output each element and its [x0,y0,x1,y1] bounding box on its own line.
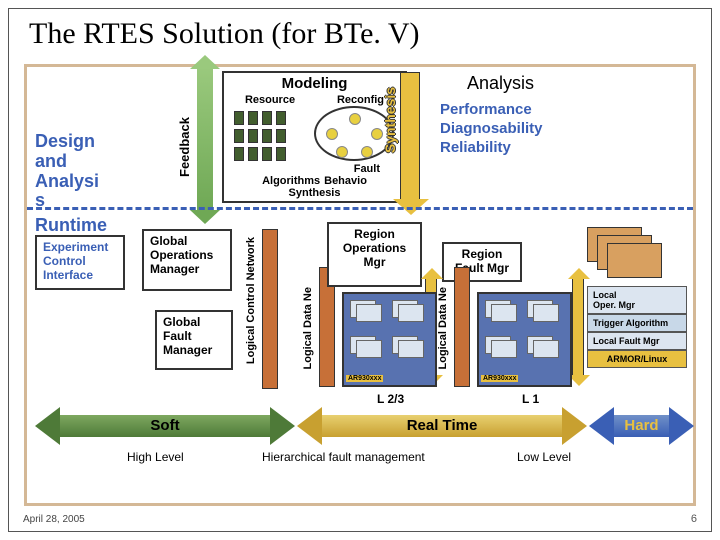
local-oper-mgr: Local Oper. Mgr [587,286,687,314]
behavior-label: Behavio [324,175,367,187]
analysis-title: Analysis [467,73,534,94]
reconfig-label: Reconfig [337,94,384,106]
analysis-items: Performance Diagnosability Reliability [440,101,543,157]
modeling-box: Modeling Resource Reconfig Fault Algorit… [222,71,407,203]
realtime-arrow: Real Time [297,407,587,445]
hierarchical-label: Hierarchical fault management [262,450,425,464]
modeling-title: Modeling [224,73,405,94]
hard-arrow: Hard [589,407,694,445]
divider-dashed [27,207,693,210]
low-level-label: Low Level [517,450,571,464]
armor-linux: ARMOR/Linux [587,350,687,368]
soft-arrow: Soft [35,407,295,445]
global-operations-manager-box: Global Operations Manager [142,229,232,291]
ldn-label-2: Logical Data Ne [437,287,449,370]
ldn-label-1: Logical Data Ne [302,287,314,370]
fault-label: Fault [229,163,400,175]
resource-label: Resource [245,94,295,106]
feedback-arrow [197,67,213,212]
feedback-label: Feedback [177,117,192,177]
ldn-bar-2 [454,267,470,387]
lcn-bar [262,229,278,389]
local-fault-mgr: Local Fault Mgr [587,332,687,350]
realtime-label: Real Time [297,417,587,434]
region-operations-mgr-box: Region Operations Mgr [327,222,422,287]
slide-title: The RTES Solution (for BTe. V) [9,9,711,61]
experiment-control-interface-box: Experiment Control Interface [35,235,125,290]
design-analysis-label: Design and Analysi s [35,132,99,211]
cluster2-sublabel: AR930xxx [481,375,518,382]
trigger-algorithm: Trigger Algorithm [587,314,687,332]
global-fault-manager-box: Global Fault Manager [155,310,233,370]
algorithms-label: Algorithms [262,175,320,187]
l1-label: L 1 [522,392,539,406]
footer-date: April 28, 2005 [23,514,85,525]
soft-label: Soft [35,417,295,434]
cluster1-sublabel: AR930xxx [346,375,383,382]
resource-grid-icon [234,111,294,161]
l23-label: L 2/3 [377,392,404,406]
high-level-label: High Level [127,450,184,464]
right-stack: Local Oper. Mgr Trigger Algorithm Local … [587,227,687,368]
synthesis-label: Synthesis [382,87,398,153]
synthesis-sublabel: Synthesis [229,187,400,199]
modeling-bottom-text: Fault Algorithms Behavio Synthesis [229,163,400,199]
cluster-l1: AR930xxx [477,292,572,387]
cluster-l23: AR930xxx [342,292,437,387]
hard-label: Hard [589,417,694,434]
modeling-subtitles: Resource Reconfig [224,94,405,106]
slide-frame: The RTES Solution (for BTe. V) Design an… [8,8,712,532]
stack-cards-icon [587,227,687,282]
synthesis-arrow [400,72,420,202]
footer-page-number: 6 [691,513,697,525]
runtime-label: Runtime [35,215,107,236]
yellow-updown-arrow-2 [572,277,584,377]
lcn-label: Logical Control Network [245,237,257,364]
content-area: Design and Analysi s Feedback Modeling R… [24,64,696,506]
